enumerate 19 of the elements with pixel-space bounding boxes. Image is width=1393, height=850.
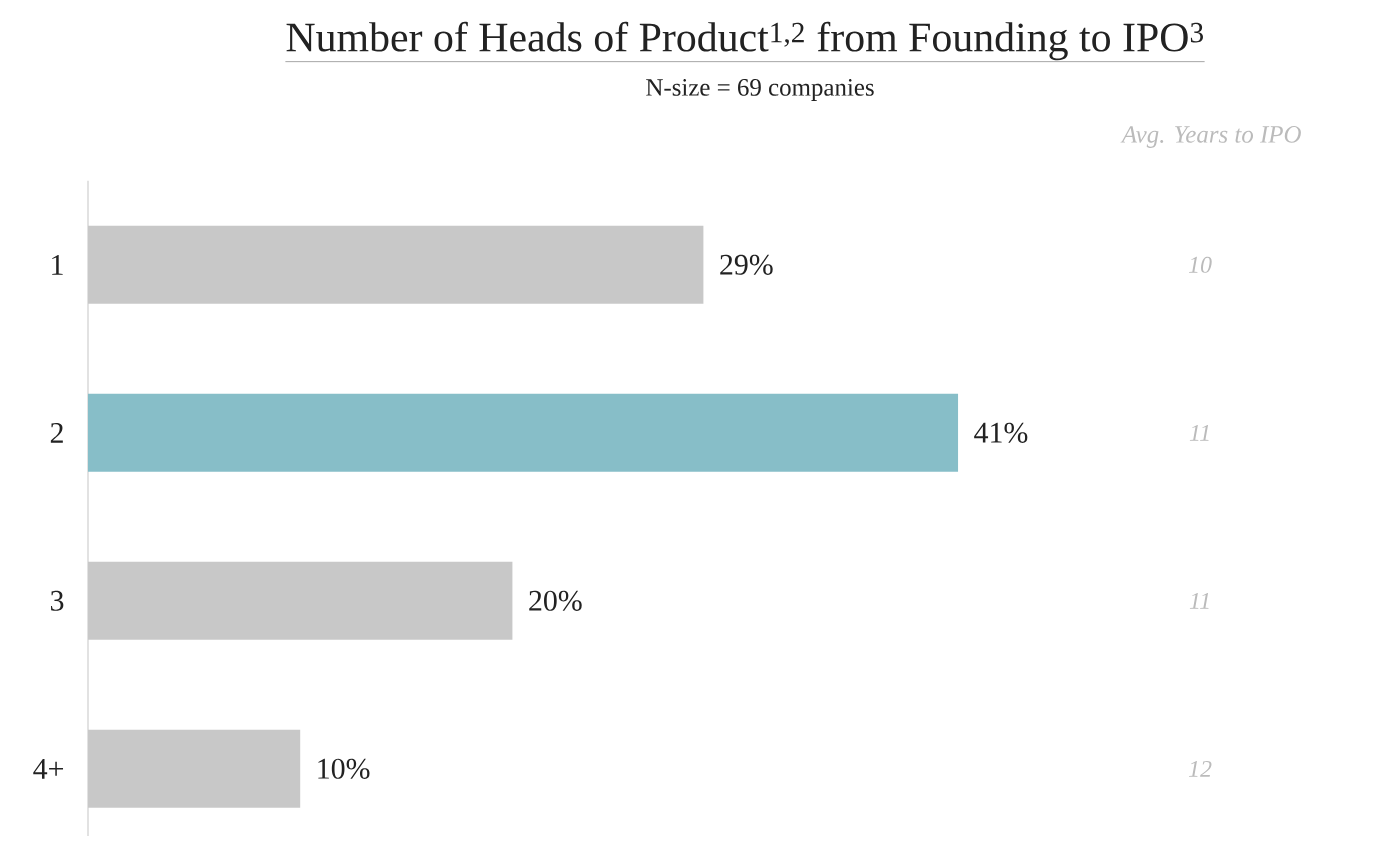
chart-subtitle: N-size = 69 companies	[646, 79, 874, 101]
y-tick-label: 4+	[33, 758, 64, 779]
text: 11	[1189, 592, 1209, 609]
y-tick-label: 3	[50, 590, 64, 611]
chart-title: Number of Heads of Product$^{1,2}$ from Founding to IPO$^{3}$	[286, 21, 1203, 61]
text: 12	[1188, 760, 1212, 777]
bar	[88, 729, 301, 808]
bar	[88, 561, 513, 640]
text: 11	[1189, 424, 1209, 441]
y-tick-label: 1	[52, 254, 63, 275]
data-label: 10%	[318, 758, 370, 779]
bar	[88, 393, 959, 472]
text: 10	[1188, 256, 1212, 273]
data-label: 41%	[974, 422, 1028, 443]
data-label: 20%	[529, 590, 582, 611]
data-label: 29%	[720, 254, 773, 275]
bar	[88, 225, 704, 304]
y-tick-label: 2	[50, 422, 63, 443]
text: Avg. Years to IPO	[1120, 126, 1301, 148]
